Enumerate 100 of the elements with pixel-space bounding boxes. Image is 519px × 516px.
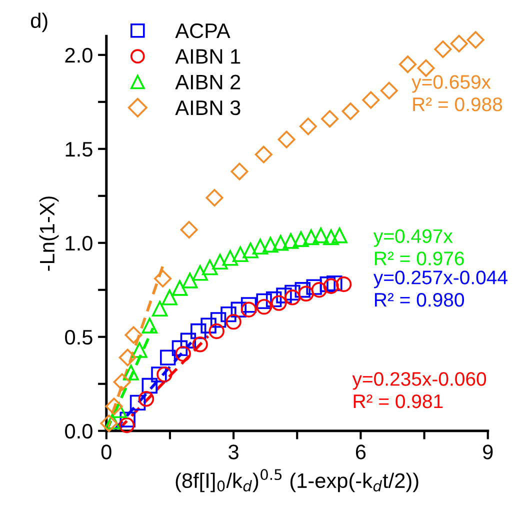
y-tick-label: 0.5 — [65, 330, 92, 345]
point — [206, 189, 224, 207]
point — [256, 293, 272, 310]
point — [232, 246, 248, 262]
point — [293, 231, 309, 247]
point — [294, 282, 310, 298]
point — [466, 31, 484, 49]
point — [342, 102, 360, 120]
point — [104, 414, 120, 430]
point — [113, 373, 131, 391]
point — [252, 238, 268, 254]
point — [190, 323, 206, 340]
point — [132, 342, 148, 358]
y-tick-label: 0.0 — [65, 424, 92, 439]
point — [266, 291, 282, 308]
point — [226, 314, 242, 330]
point — [172, 280, 188, 296]
point — [336, 276, 352, 292]
point — [398, 56, 417, 74]
annotation: y=0.235x-0.060 R² = 0.981 — [352, 372, 486, 408]
point — [210, 312, 226, 328]
text: (8f[I]$_{0}$/k$_{d}$)$^{0.5}$ (1-exp(-k$_{d}$t/2)) — [176, 469, 418, 492]
point — [182, 272, 198, 288]
point — [200, 318, 216, 334]
point — [111, 402, 127, 418]
point — [299, 118, 317, 136]
point — [230, 302, 246, 318]
point — [180, 332, 196, 348]
point — [298, 286, 314, 302]
point — [262, 236, 278, 253]
point — [124, 326, 142, 344]
point — [172, 340, 188, 356]
x-tick-label: 9 — [483, 444, 493, 460]
point — [284, 290, 300, 306]
point — [220, 306, 236, 322]
point — [326, 275, 342, 292]
legend-label: AIBN 2 — [175, 74, 240, 90]
point — [100, 414, 118, 432]
x-tick-label: 0 — [101, 444, 112, 460]
x-tick-label: 3 — [228, 444, 238, 460]
y-axis-title: -Ln(1-X) — [39, 196, 59, 271]
point — [142, 318, 158, 334]
point — [306, 279, 322, 295]
point — [362, 91, 380, 109]
point — [254, 146, 272, 164]
chart-title: d) — [30, 12, 48, 32]
point — [154, 270, 172, 288]
point — [160, 350, 176, 366]
point — [272, 235, 288, 251]
point — [311, 282, 328, 298]
point — [321, 110, 339, 128]
legend-label: AIBN 3 — [175, 100, 240, 116]
point — [162, 290, 178, 306]
legend-label: AIBN 1 — [175, 49, 240, 64]
point — [152, 300, 168, 317]
point — [282, 233, 299, 249]
point — [118, 348, 136, 366]
point — [175, 346, 191, 362]
point — [222, 250, 238, 266]
annotation: y=0.257x-0.044 R² = 0.980 — [373, 270, 508, 307]
x-tick-label: 6 — [356, 444, 366, 460]
point — [240, 302, 257, 318]
point — [320, 276, 336, 292]
y-tick-label: 2.0 — [65, 48, 92, 63]
point — [380, 82, 398, 100]
legend-label: ACPA — [175, 23, 230, 38]
y-tick-label: 1.5 — [66, 142, 92, 157]
point — [202, 259, 218, 276]
point — [230, 162, 248, 180]
point — [276, 288, 292, 304]
point — [192, 265, 208, 281]
point — [192, 336, 208, 352]
annotation: y=0.497x R² = 0.976 — [373, 229, 464, 266]
point — [271, 295, 287, 311]
point — [212, 254, 228, 270]
point — [240, 297, 257, 313]
point — [284, 284, 300, 301]
point — [123, 364, 139, 380]
point — [118, 417, 135, 434]
point — [450, 34, 468, 52]
point — [208, 323, 224, 340]
point — [151, 366, 167, 382]
point — [138, 391, 154, 407]
y-tick-label: 1.0 — [66, 236, 92, 251]
point — [323, 278, 339, 294]
point — [256, 298, 272, 315]
annotation: y=0.659x R² = 0.988 — [412, 75, 502, 112]
point — [242, 242, 258, 258]
point — [313, 228, 329, 244]
point — [278, 130, 296, 148]
point — [156, 366, 172, 382]
point — [105, 398, 123, 416]
point — [323, 229, 339, 246]
point — [332, 228, 348, 244]
point — [130, 394, 146, 411]
point — [120, 412, 136, 428]
point — [303, 229, 319, 246]
point — [142, 378, 158, 394]
point — [180, 220, 198, 238]
point — [434, 40, 452, 58]
